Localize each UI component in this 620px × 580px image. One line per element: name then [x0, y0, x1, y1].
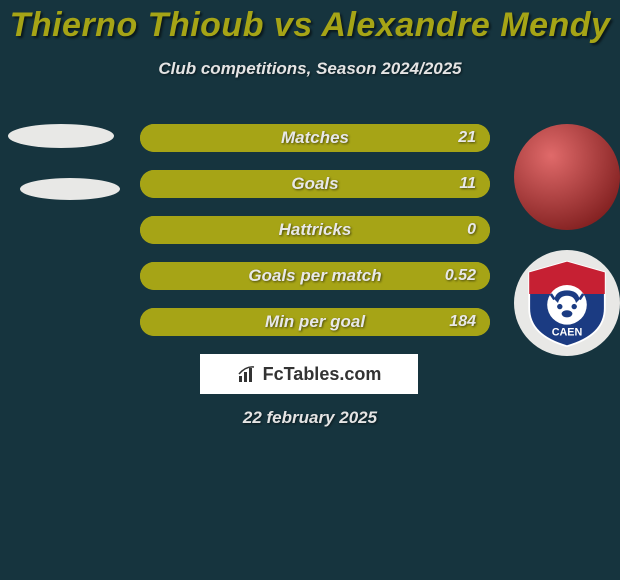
- stat-bar-matches: Matches 21: [140, 124, 490, 152]
- svg-text:CAEN: CAEN: [552, 326, 583, 338]
- stat-value-right: 184: [449, 313, 476, 331]
- player-right-avatar: [514, 124, 620, 230]
- avatar-fill: [514, 124, 620, 230]
- stat-value-right: 21: [458, 129, 476, 147]
- stat-value-right: 0.52: [445, 267, 476, 285]
- page-title: Thierno Thioub vs Alexandre Mendy: [0, 0, 620, 45]
- stat-label: Min per goal: [265, 312, 365, 332]
- stat-value-right: 0: [467, 221, 476, 239]
- bar-chart-icon: [237, 364, 257, 384]
- stat-bar-goals: Goals 11: [140, 170, 490, 198]
- stat-label: Goals: [291, 174, 338, 194]
- club-right-logo: CAEN: [514, 250, 620, 356]
- stats-panel: Matches 21 Goals 11 Hattricks 0 Goals pe…: [140, 124, 490, 354]
- stat-label: Goals per match: [248, 266, 381, 286]
- stat-label: Matches: [281, 128, 349, 148]
- stat-value-right: 11: [459, 175, 476, 193]
- player-left-placeholder-2: [20, 178, 120, 200]
- stat-label: Hattricks: [279, 220, 352, 240]
- comparison-card: Thierno Thioub vs Alexandre Mendy Club c…: [0, 0, 620, 580]
- stat-bar-hattricks: Hattricks 0: [140, 216, 490, 244]
- date-label: 22 february 2025: [0, 408, 620, 428]
- player-left-placeholder-1: [8, 124, 114, 148]
- fctables-badge[interactable]: FcTables.com: [200, 354, 418, 394]
- fctables-label: FcTables.com: [263, 364, 382, 385]
- stat-bar-gpm: Goals per match 0.52: [140, 262, 490, 290]
- stat-bar-mpg: Min per goal 184: [140, 308, 490, 336]
- subtitle: Club competitions, Season 2024/2025: [0, 59, 620, 79]
- caen-shield-icon: CAEN: [522, 258, 612, 348]
